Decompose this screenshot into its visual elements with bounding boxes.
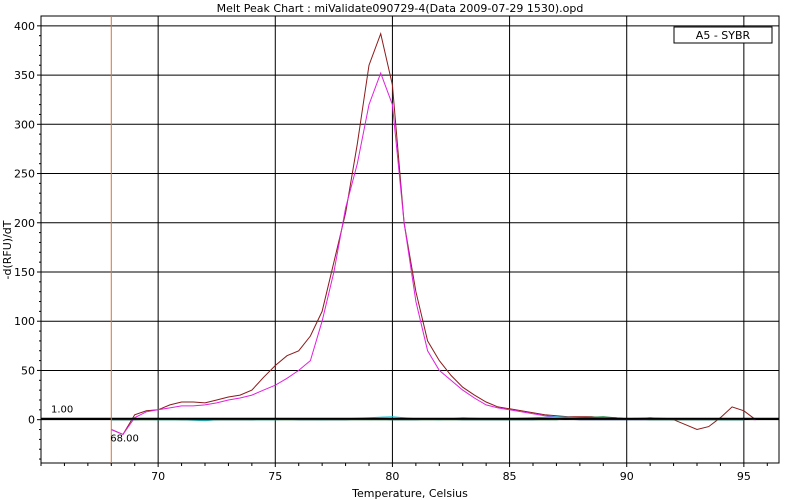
x-tick-label: 85 [503,470,517,483]
plot-area [40,15,780,464]
threshold-label: 1.00 [51,405,73,416]
y-tick-label: 200 [14,217,35,230]
chart-title: Melt Peak Chart : miValidate090729-4(Dat… [217,2,584,15]
x-tick-label: 95 [737,470,751,483]
x-tick-label: 70 [151,470,165,483]
x-tick-label: 75 [268,470,282,483]
y-tick-label: 300 [14,118,35,131]
y-tick-label: 50 [21,364,35,377]
x-axis-label: Temperature, Celsius [351,487,468,500]
legend[interactable]: A5 - SYBR [673,26,773,44]
y-tick-label: 150 [14,266,35,279]
y-tick-label: 400 [14,20,35,33]
axis-ticks: 70 75 80 85 90 95 0 50 100 150 200 250 300 350 400 [14,20,768,483]
legend-box [673,26,773,44]
start-temperature-label: 68.00 [110,434,139,445]
y-tick-label: 250 [14,168,35,181]
y-tick-label: 100 [14,315,35,328]
legend-entry: A5 - SYBR [696,29,751,42]
marker-layer: 1.00 68.00 [41,16,779,463]
x-tick-label: 80 [385,470,399,483]
y-tick-label: 350 [14,69,35,82]
grid-lines [41,16,779,463]
y-tick-label: 0 [28,414,35,427]
x-tick-label: 90 [620,470,634,483]
y-axis-label: -d(RFU)/dT [1,220,14,279]
